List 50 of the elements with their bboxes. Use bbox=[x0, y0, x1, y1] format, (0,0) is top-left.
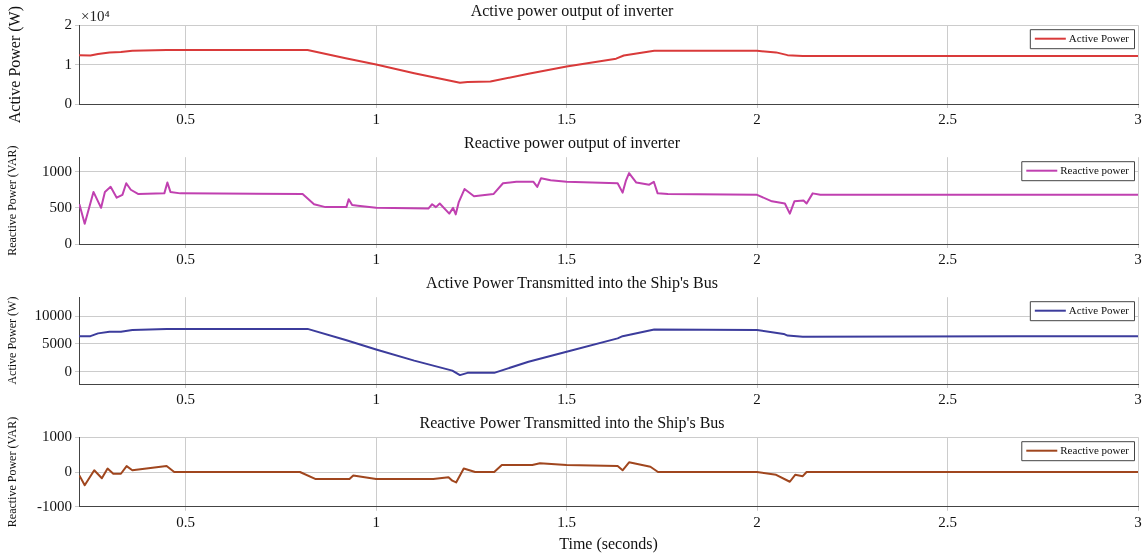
y-tick-label: 0 bbox=[64, 94, 72, 111]
y-tick-label: -1000 bbox=[37, 497, 72, 514]
x-tick-label: 2.5 bbox=[938, 390, 957, 407]
x-tick-label: 1.5 bbox=[557, 250, 576, 267]
legend-label: Active Power bbox=[1068, 31, 1130, 44]
y-tick-label: 1000 bbox=[42, 162, 72, 179]
x-tick-label: 1.5 bbox=[557, 513, 576, 530]
y-tick-label: 1000 bbox=[42, 428, 72, 445]
x-tick-label: 1 bbox=[372, 390, 380, 407]
legend-label: Active Power bbox=[1068, 303, 1130, 316]
y-tick-label: 500 bbox=[49, 198, 72, 215]
y-tick-label: 10000 bbox=[34, 307, 72, 324]
x-tick-label: 1 bbox=[372, 110, 380, 127]
x-tick-label: 0.5 bbox=[176, 250, 196, 267]
y-axis-title: Active Power (W) bbox=[5, 5, 24, 124]
y-axis-title: Reactive Power (VAR) bbox=[5, 145, 20, 256]
x-tick-label: 2.5 bbox=[938, 250, 957, 267]
y-tick-label: 1 bbox=[64, 55, 72, 72]
legend-label: Reactive power bbox=[1060, 443, 1130, 456]
legend-label: Reactive power bbox=[1060, 163, 1130, 176]
x-tick-label: 0.5 bbox=[176, 110, 196, 127]
chart-title: Active Power Transmitted into the Ship's Bus bbox=[426, 273, 718, 292]
x-tick-label: 2 bbox=[753, 110, 761, 127]
y-tick-label: 5000 bbox=[42, 334, 72, 351]
x-tick-label: 1.5 bbox=[557, 390, 576, 407]
y-tick-label: 0 bbox=[64, 462, 72, 479]
x-tick-label: 2.5 bbox=[938, 110, 957, 127]
y-axis-title: Reactive Power (VAR) bbox=[5, 416, 20, 528]
y-tick-label: 0 bbox=[64, 234, 72, 251]
x-tick-label: 1 bbox=[372, 250, 380, 267]
x-tick-label: 1 bbox=[372, 513, 380, 530]
x-tick-label: 2 bbox=[753, 390, 761, 407]
x-tick-label: 3 bbox=[1134, 513, 1142, 530]
chart-title: Reactive power output of inverter bbox=[464, 133, 681, 152]
chart-title: Reactive Power Transmitted into the Ship's Bus bbox=[419, 413, 725, 432]
y-axis-title: Active Power (W) bbox=[5, 296, 20, 385]
x-tick-label: 2 bbox=[753, 250, 761, 267]
x-tick-label: 3 bbox=[1134, 110, 1142, 127]
x-axis-title: Time (seconds) bbox=[559, 534, 658, 553]
y-tick-label: 0 bbox=[64, 362, 72, 379]
x-tick-label: 0.5 bbox=[176, 513, 196, 530]
x-tick-label: 2 bbox=[753, 513, 761, 530]
x-tick-label: 1.5 bbox=[557, 110, 576, 127]
text: ×10⁴ bbox=[81, 7, 110, 24]
x-tick-label: 3 bbox=[1134, 250, 1142, 267]
x-tick-label: 3 bbox=[1134, 390, 1142, 407]
chart-title: Active power output of inverter bbox=[470, 1, 674, 20]
x-tick-label: 2.5 bbox=[938, 513, 957, 530]
y-tick-label: 2 bbox=[64, 16, 72, 33]
x-tick-label: 0.5 bbox=[176, 390, 196, 407]
